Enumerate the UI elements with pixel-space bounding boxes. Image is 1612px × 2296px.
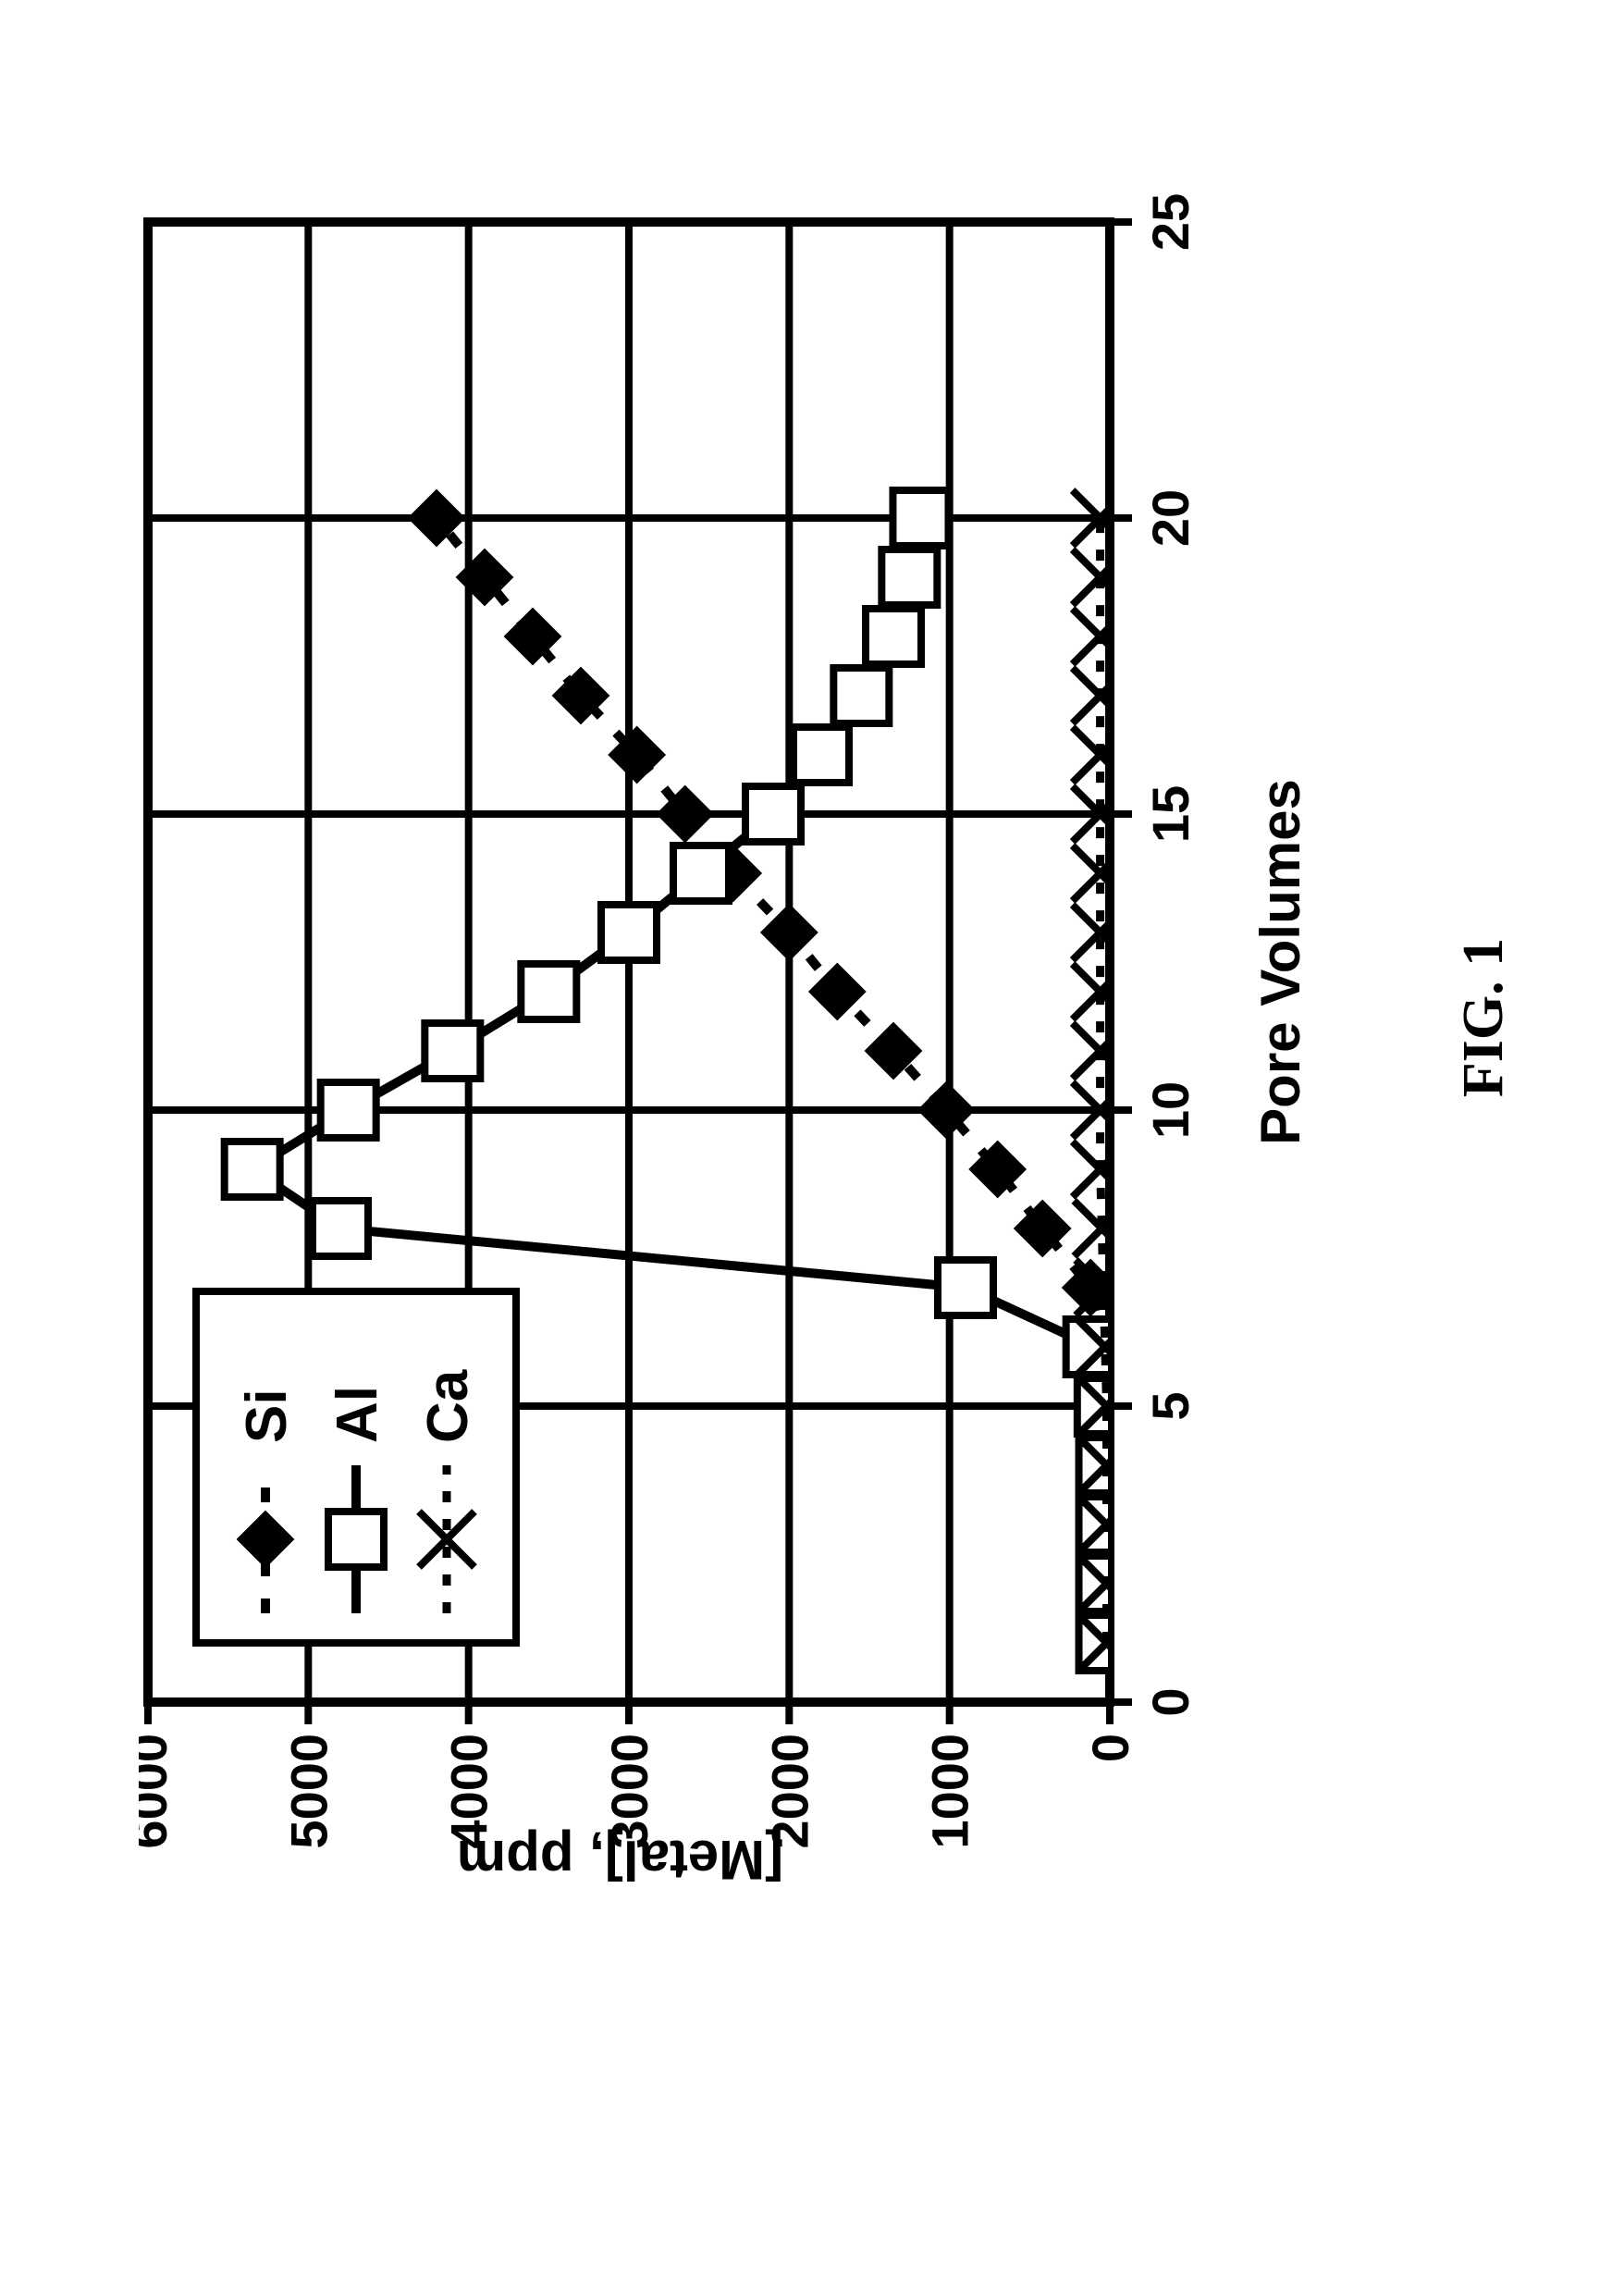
rotated-figure-wrap: [Metal], ppm 051015202501000200030004000…	[55, 93, 1535, 1943]
x-tick-label: 0	[1141, 1687, 1200, 1716]
y-tick-label: 0	[1081, 1734, 1139, 1762]
x-tick-label: 25	[1141, 193, 1200, 251]
figure-caption: FIG. 1	[1451, 93, 1517, 1943]
x-tick-label: 10	[1141, 1081, 1200, 1139]
y-tick-label: 4000	[440, 1734, 498, 1849]
x-tick-label: 15	[1141, 785, 1200, 843]
y-tick-label: 1000	[921, 1734, 979, 1849]
legend-label-al: Al	[326, 1386, 389, 1443]
y-tick-label: 3000	[600, 1734, 658, 1849]
y-tick-label: 5000	[279, 1734, 338, 1849]
y-tick-label: 2000	[760, 1734, 818, 1849]
legend-label-si: Si	[235, 1389, 299, 1443]
y-tick-label: 6000	[139, 1734, 178, 1849]
figure: [Metal], ppm 051015202501000200030004000…	[55, 93, 1535, 1943]
legend-label-ca: Ca	[416, 1369, 480, 1443]
x-axis-label: Pore Volumes	[1249, 222, 1312, 1702]
plot-area: 0 5 10 15 20 25 0 1000 2000 3000 4000 5000 6000 Si Al C…	[139, 130, 1276, 1896]
legend: Si Al Ca	[196, 1291, 516, 1643]
x-tick-label: 20	[1141, 489, 1200, 547]
x-tick-label: 5	[1141, 1391, 1200, 1420]
page: [Metal], ppm 051015202501000200030004000…	[0, 0, 1612, 2296]
